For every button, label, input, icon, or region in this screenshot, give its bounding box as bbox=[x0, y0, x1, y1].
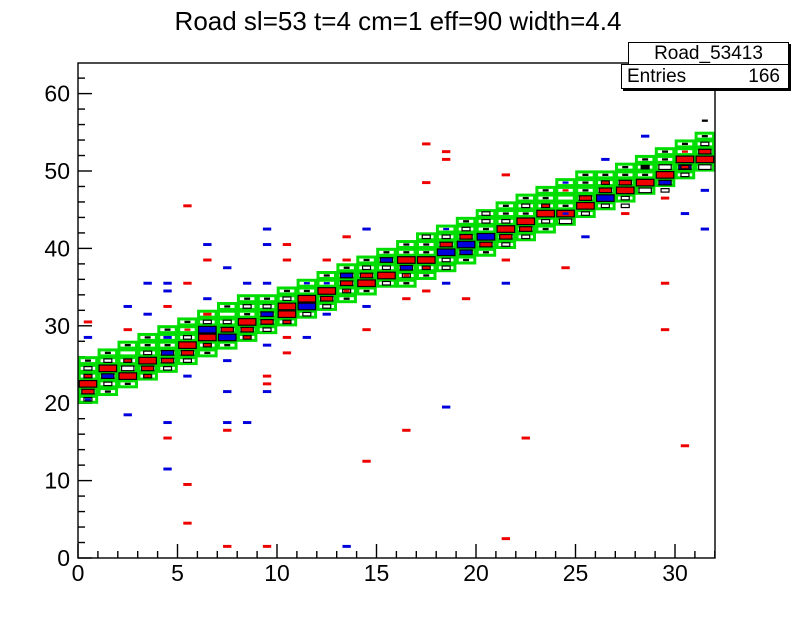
svg-text:30: 30 bbox=[44, 313, 70, 339]
svg-text:0: 0 bbox=[57, 545, 70, 571]
stats-box-entries: Entries 166 bbox=[621, 64, 789, 89]
svg-text:30: 30 bbox=[662, 560, 688, 586]
svg-text:60: 60 bbox=[44, 81, 70, 107]
axis-ticks bbox=[77, 77, 716, 559]
svg-text:15: 15 bbox=[364, 560, 390, 586]
svg-text:25: 25 bbox=[563, 560, 589, 586]
axis-tick-labels: 0 5 10 15 20 25 30 0 10 20 30 40 50 60 bbox=[44, 81, 687, 586]
svg-text:0: 0 bbox=[72, 560, 85, 586]
scatter-boxes bbox=[83, 119, 710, 548]
stats-entries-label: Entries bbox=[627, 66, 687, 87]
svg-text:20: 20 bbox=[44, 390, 70, 416]
plot-title: Road sl=53 t=4 cm=1 eff=90 width=4.4 bbox=[174, 6, 622, 36]
svg-text:40: 40 bbox=[44, 235, 70, 261]
svg-text:5: 5 bbox=[171, 560, 184, 586]
stats-entries-value: 166 bbox=[748, 66, 780, 87]
svg-text:10: 10 bbox=[264, 560, 290, 586]
svg-text:20: 20 bbox=[463, 560, 489, 586]
bin-content-boxes bbox=[78, 135, 715, 402]
svg-text:50: 50 bbox=[44, 158, 70, 184]
road-boxes bbox=[77, 131, 716, 404]
stats-box-title: Road_53413 bbox=[628, 42, 789, 65]
plot-frame bbox=[77, 62, 716, 559]
svg-text:10: 10 bbox=[44, 468, 70, 494]
